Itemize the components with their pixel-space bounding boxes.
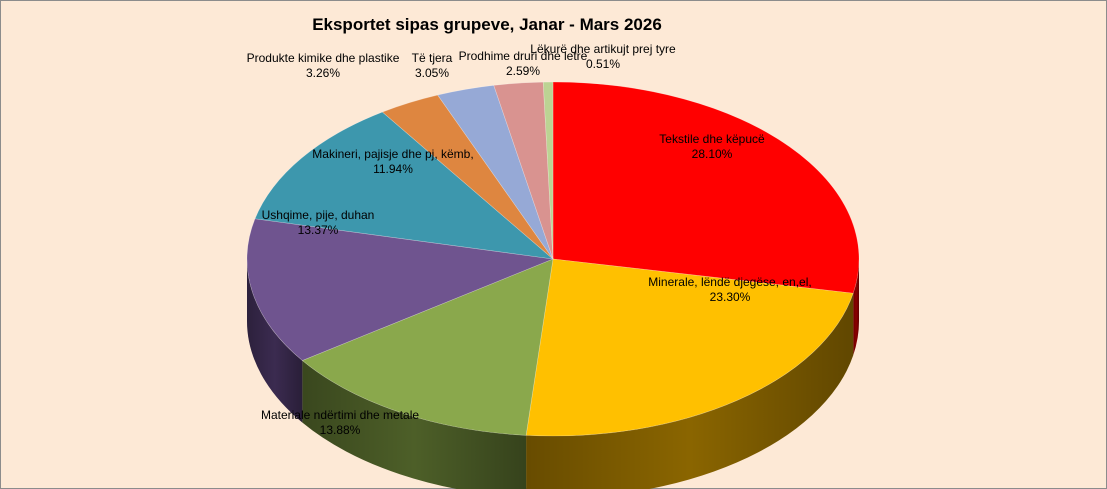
data-label-prodhime-druri-dhe-letre: Prodhime druri dhe letre 2.59% bbox=[459, 49, 588, 78]
slice-materiale-ndertimi-dhe-metale bbox=[301, 258, 554, 436]
pie-sides bbox=[247, 259, 859, 489]
data-label-materiale-ndertimi-dhe-metale: Materiale ndërtimi dhe metale 13.88% bbox=[261, 408, 419, 437]
data-label-lekure-dhe-artikujt-prej-tyre: Lëkurë dhe artikujt prej tyre 0.51% bbox=[530, 42, 676, 71]
slice-name-label: Minerale, lëndë djegëse, en,el, bbox=[648, 275, 811, 289]
slice-tekstile-dhe-kepuce bbox=[552, 81, 860, 294]
slice-percent-label: 11.94% bbox=[373, 162, 413, 176]
slice-side-shade bbox=[526, 293, 854, 489]
pie-labels: Tekstile dhe këpucë 28.10% Minerale, lëndë… bbox=[247, 42, 812, 437]
slice-percent-label: 13.88% bbox=[320, 423, 361, 437]
slice-te-tjera bbox=[437, 85, 554, 260]
slice-name-label: Lëkurë dhe artikujt prej tyre bbox=[530, 42, 676, 56]
slice-side-shade bbox=[853, 259, 859, 356]
slice-lekure-dhe-artikujt-prej-tyre bbox=[542, 81, 554, 260]
slice-name-label: Prodhime druri dhe letre bbox=[459, 49, 588, 63]
data-label-produkte-kimike-dhe-plastike: Produkte kimike dhe plastike 3.26% bbox=[247, 51, 400, 80]
slice-ushqime-pije-duhan bbox=[246, 218, 555, 361]
slice-name-label: Produkte kimike dhe plastike bbox=[247, 51, 400, 65]
data-label-te-tjera: Të tjera 3.05% bbox=[412, 51, 453, 80]
slice-percent-label: 28.10% bbox=[692, 147, 733, 161]
chart-title: Eksportet sipas grupeve, Janar - Mars 20… bbox=[312, 15, 662, 34]
slice-name-label: Makineri, pajisje dhe pj, këmb, bbox=[312, 147, 473, 161]
slice-produkte-kimike-dhe-plastike bbox=[381, 94, 554, 260]
data-label-minerale-lende-djegese-en-el: Minerale, lëndë djegëse, en,el, 23.30% bbox=[648, 275, 811, 304]
slice-name-label: Materiale ndërtimi dhe metale bbox=[261, 408, 419, 422]
slice-makineri-pajisje-dhe-pj-kemb bbox=[254, 111, 554, 260]
slice-side-shade bbox=[247, 259, 303, 423]
data-label-makineri-pajisje-dhe-pj-kemb: Makineri, pajisje dhe pj, këmb, 11.94% bbox=[312, 147, 473, 176]
slice-name-label: Të tjera bbox=[412, 51, 453, 65]
data-label-ushqime-pije-duhan: Ushqime, pije, duhan 13.37% bbox=[262, 208, 375, 237]
slice-prodhime-druri-dhe-letre bbox=[493, 81, 554, 260]
slice-percent-label: 3.26% bbox=[306, 66, 340, 80]
pie-slices bbox=[246, 81, 860, 437]
slice-name-label: Ushqime, pije, duhan bbox=[262, 208, 375, 222]
data-label-tekstile-dhe-kepuce: Tekstile dhe këpucë 28.10% bbox=[659, 132, 765, 161]
slice-name-label: Tekstile dhe këpucë bbox=[659, 132, 765, 146]
slice-percent-label: 0.51% bbox=[586, 57, 620, 71]
slice-percent-label: 13.37% bbox=[298, 223, 339, 237]
slice-percent-label: 3.05% bbox=[415, 66, 449, 80]
slice-percent-label: 2.59% bbox=[506, 64, 540, 78]
slice-percent-label: 23.30% bbox=[710, 290, 751, 304]
slice-side-shade bbox=[302, 360, 527, 489]
slice-minerale-lende-djegese-en-el bbox=[525, 258, 854, 437]
